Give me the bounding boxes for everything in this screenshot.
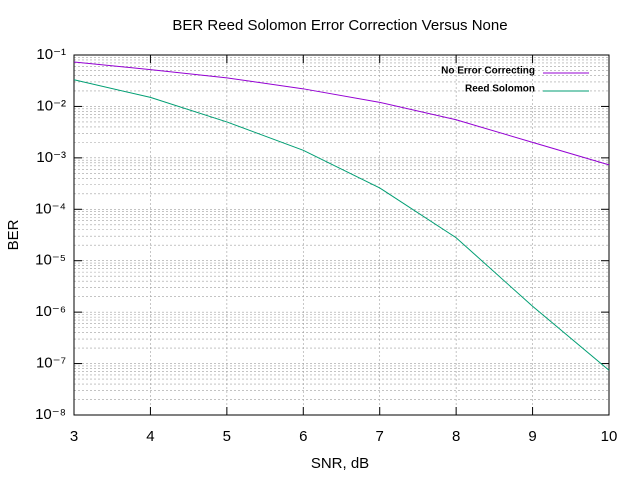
y-axis-label: BER — [5, 219, 22, 250]
legend-label: Reed Solomon — [465, 84, 535, 95]
y-tick-label: 10⁻⁵ — [35, 252, 66, 269]
y-tick-label: 10⁻⁴ — [35, 200, 66, 217]
series-line — [73, 79, 610, 371]
x-tick-label: 9 — [528, 428, 536, 445]
x-tick-label: 4 — [146, 428, 154, 445]
x-tick-label: 10 — [601, 428, 618, 445]
y-tick-label: 10⁻³ — [36, 149, 66, 166]
x-tick-label: 6 — [299, 428, 307, 445]
y-tick-label: 10⁻⁷ — [36, 355, 66, 372]
x-tick-label: 5 — [223, 428, 231, 445]
x-tick-label: 3 — [70, 428, 78, 445]
y-tick-label: 10⁻⁶ — [35, 303, 66, 320]
x-axis-label: SNR, dB — [311, 455, 369, 472]
x-tick-label: 8 — [452, 428, 460, 445]
y-tick-label: 10⁻¹ — [36, 46, 66, 63]
y-tick-label: 10⁻⁸ — [35, 406, 66, 423]
series-line — [73, 61, 610, 166]
chart-title: BER Reed Solomon Error Correction Versus… — [172, 17, 507, 34]
x-tick-label: 7 — [376, 428, 384, 445]
legend-label: No Error Correcting — [441, 66, 535, 77]
y-tick-label: 10⁻² — [36, 97, 66, 114]
plot-frame — [73, 54, 610, 416]
